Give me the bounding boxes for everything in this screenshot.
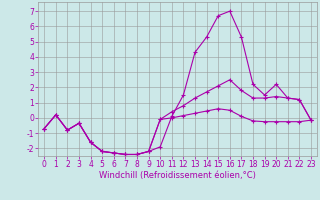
X-axis label: Windchill (Refroidissement éolien,°C): Windchill (Refroidissement éolien,°C) — [99, 171, 256, 180]
